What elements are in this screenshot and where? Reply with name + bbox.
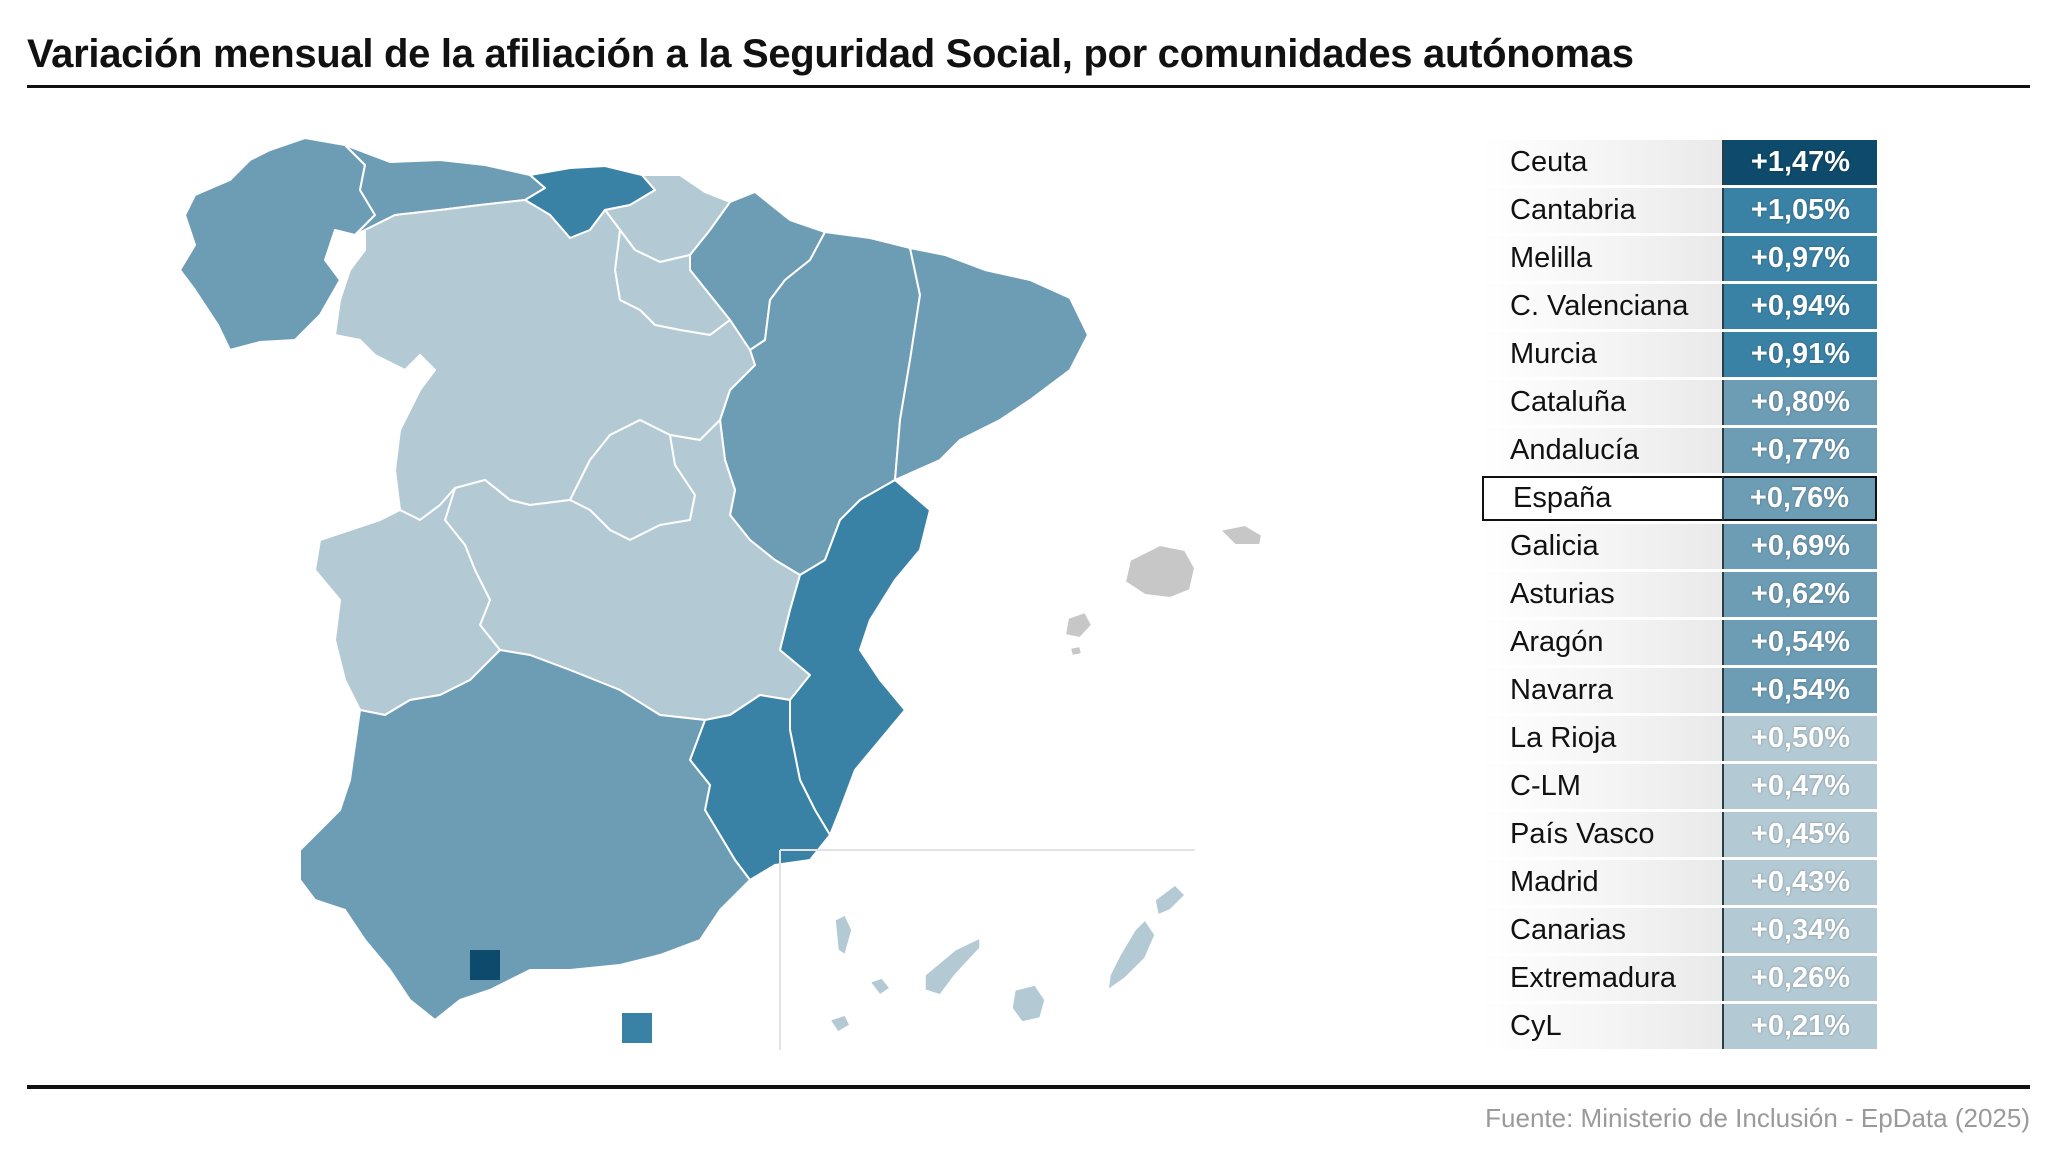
ranking-value: +0,50% xyxy=(1722,716,1877,761)
ranking-label: La Rioja xyxy=(1482,716,1722,761)
ranking-label: España xyxy=(1482,476,1722,521)
top-divider xyxy=(27,85,2030,88)
ranking-label: Navarra xyxy=(1482,668,1722,713)
region-baleares-ibiza[interactable] xyxy=(1064,611,1093,639)
source-note: Fuente: Ministerio de Inclusión - EpData… xyxy=(1485,1103,2030,1133)
region-baleares-menorca[interactable] xyxy=(1219,524,1263,546)
ranking-value: +0,77% xyxy=(1722,428,1877,473)
ranking-label: Extremadura xyxy=(1482,956,1722,1001)
ranking-row: La Rioja +0,50% xyxy=(1482,716,1877,764)
ranking-value: +0,45% xyxy=(1722,812,1877,857)
ranking-row: C-LM +0,47% xyxy=(1482,764,1877,812)
ranking-label: CyL xyxy=(1482,1004,1722,1049)
ranking-label: C-LM xyxy=(1482,764,1722,809)
ranking-row: Asturias +0,62% xyxy=(1482,572,1877,620)
ranking-value: +0,62% xyxy=(1722,572,1877,617)
ranking-label: Murcia xyxy=(1482,332,1722,377)
ranking-value: +0,91% xyxy=(1722,332,1877,377)
ranking-row: Andalucía +0,77% xyxy=(1482,428,1877,476)
canarias-la-gomera[interactable] xyxy=(868,977,892,997)
ranking-row: Cantabria +1,05% xyxy=(1482,188,1877,236)
ranking-row: Cataluña +0,80% xyxy=(1482,380,1877,428)
ranking-table: Ceuta +1,47% Cantabria +1,05% Melilla +0,97% C… xyxy=(1482,140,1877,1052)
ranking-value: +0,80% xyxy=(1722,380,1877,425)
canarias-el-hierro[interactable] xyxy=(828,1014,851,1034)
ranking-row: Madrid +0,43% xyxy=(1482,860,1877,908)
ranking-label: Aragón xyxy=(1482,620,1722,665)
ranking-row: País Vasco +0,45% xyxy=(1482,812,1877,860)
ranking-label: País Vasco xyxy=(1482,812,1722,857)
ranking-label: Andalucía xyxy=(1482,428,1722,473)
ranking-value: +1,47% xyxy=(1722,140,1877,185)
ranking-label: Asturias xyxy=(1482,572,1722,617)
ranking-value: +0,54% xyxy=(1722,668,1877,713)
ranking-label: Ceuta xyxy=(1482,140,1722,185)
ranking-label: Cantabria xyxy=(1482,188,1722,233)
region-cataluna[interactable] xyxy=(894,247,1089,481)
region-andalucia[interactable] xyxy=(299,649,751,1021)
ranking-value: +0,34% xyxy=(1722,908,1877,953)
ranking-row: Aragón +0,54% xyxy=(1482,620,1877,668)
canarias-inset xyxy=(779,849,1195,1050)
ranking-value: +0,94% xyxy=(1722,284,1877,329)
ranking-row: Murcia +0,91% xyxy=(1482,332,1877,380)
ranking-label: Cataluña xyxy=(1482,380,1722,425)
ranking-row: Melilla +0,97% xyxy=(1482,236,1877,284)
canarias-tenerife[interactable] xyxy=(924,936,981,996)
ranking-row: Galicia +0,69% xyxy=(1482,524,1877,572)
ranking-label: Galicia xyxy=(1482,524,1722,569)
canarias-lanzarote[interactable] xyxy=(1154,884,1187,917)
canarias-gran-canaria[interactable] xyxy=(1011,984,1046,1023)
ranking-value: +0,97% xyxy=(1722,236,1877,281)
ranking-label: C. Valenciana xyxy=(1482,284,1722,329)
spain-map-svg xyxy=(179,137,1263,1050)
region-baleares-mallorca[interactable] xyxy=(1124,544,1196,599)
ranking-value: +0,21% xyxy=(1722,1004,1877,1049)
ranking-value: +0,47% xyxy=(1722,764,1877,809)
ranking-value: +0,54% xyxy=(1722,620,1877,665)
ranking-row: España +0,76% xyxy=(1482,476,1877,524)
ranking-value: +0,26% xyxy=(1722,956,1877,1001)
region-ceuta[interactable] xyxy=(470,950,500,980)
canarias-la-palma[interactable] xyxy=(834,913,853,957)
region-melilla[interactable] xyxy=(622,1013,652,1043)
ranking-row: CyL +0,21% xyxy=(1482,1004,1877,1052)
ranking-label: Madrid xyxy=(1482,860,1722,905)
ranking-value: +0,76% xyxy=(1722,476,1877,521)
ranking-label: Melilla xyxy=(1482,236,1722,281)
ranking-row: C. Valenciana +0,94% xyxy=(1482,284,1877,332)
ranking-value: +0,69% xyxy=(1722,524,1877,569)
spain-map xyxy=(150,120,1270,1070)
ranking-row: Navarra +0,54% xyxy=(1482,668,1877,716)
ranking-row: Canarias +0,34% xyxy=(1482,908,1877,956)
region-baleares-formentera[interactable] xyxy=(1069,645,1083,657)
bottom-divider xyxy=(27,1085,2030,1089)
chart-title: Variación mensual de la afiliación a la … xyxy=(27,32,1634,76)
ranking-row: Ceuta +1,47% xyxy=(1482,140,1877,188)
canarias-fuerteventura[interactable] xyxy=(1107,918,1156,992)
ranking-value: +1,05% xyxy=(1722,188,1877,233)
ranking-label: Canarias xyxy=(1482,908,1722,953)
ranking-value: +0,43% xyxy=(1722,860,1877,905)
ranking-row: Extremadura +0,26% xyxy=(1482,956,1877,1004)
